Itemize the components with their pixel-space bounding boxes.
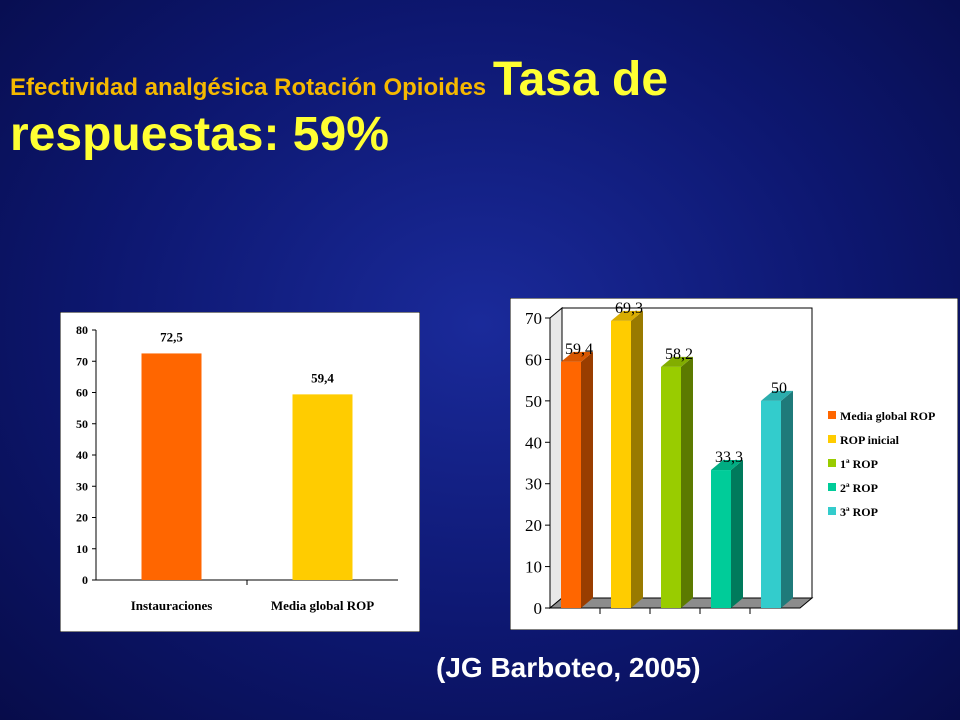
chart2-bar-top: [611, 310, 643, 321]
chart2-data-label: 50: [771, 380, 787, 397]
chart2-legend-swatch: [828, 459, 836, 467]
chart1-y-tick-label: 50: [76, 417, 88, 431]
chart2-bar-top: [711, 460, 743, 471]
chart2-bar: [561, 361, 581, 608]
chart2-legend-swatch: [828, 483, 836, 491]
chart2-bar-side: [781, 390, 793, 608]
chart2-bar: [711, 470, 731, 608]
citation: (JG Barboteo, 2005): [436, 652, 701, 683]
chart2-y-tick-label: 50: [525, 392, 542, 411]
chart2-y-tick-label: 10: [525, 558, 542, 577]
chart2-data-label: 69,3: [615, 300, 643, 317]
chart2-legend-swatch: [828, 411, 836, 419]
chart2-legend-label: Media global ROP: [840, 409, 935, 423]
chart2-bar-top: [561, 351, 593, 362]
chart2-legend-label: ROP inicial: [840, 433, 900, 447]
chart2-legend-swatch: [828, 435, 836, 443]
slide-title-small: Efectividad analgésica Rotación Opioides: [10, 74, 493, 101]
chart1-y-tick-label: 70: [76, 354, 88, 368]
chart2-data-label: 33,3: [715, 449, 743, 466]
chart1-y-tick-label: 20: [76, 511, 88, 525]
rop-3d-bar-chart: 0 10 20 30 40 50 60 70 59,4 69,3 58,2 33,3 50 Media g…: [510, 298, 958, 630]
chart1-category-label: Instauraciones: [131, 598, 213, 613]
chart2-bar: [761, 400, 781, 608]
chart2-legend-label: 2ª ROP: [840, 481, 878, 495]
chart2-y-tick-label: 60: [525, 350, 542, 369]
chart1-bar: [141, 353, 202, 580]
instauraciones-bar-chart: 0 10 20 30 40 50 60 70 80 72,5 Instauraciones 59,4 M…: [60, 312, 420, 632]
chart2-y-tick-label: 40: [525, 433, 542, 452]
chart1-data-label: 72,5: [160, 329, 183, 344]
chart1-category-label: Media global ROP: [271, 598, 374, 613]
slide-title: Efectividad analgésica Rotación Opioides…: [10, 52, 940, 162]
chart2-y-tick-label: 30: [525, 475, 542, 494]
chart1-y-tick-label: 0: [82, 573, 88, 587]
chart2-bar-side: [631, 310, 643, 608]
chart2-bar-top: [661, 356, 693, 367]
chart2-data-label: 59,4: [565, 341, 593, 358]
chart1-y-tick-label: 40: [76, 448, 88, 462]
chart2-y-tick-label: 70: [525, 309, 542, 328]
chart1-data-label: 59,4: [311, 370, 334, 385]
chart1-y-tick-label: 60: [76, 386, 88, 400]
chart1-bar: [292, 394, 353, 580]
chart2-data-label: 58,2: [665, 346, 693, 363]
chart2-bar-side: [581, 351, 593, 608]
chart2-y-tick-label: 20: [525, 516, 542, 535]
chart2-bar: [661, 366, 681, 608]
chart1-background: [60, 312, 420, 632]
chart2-legend-swatch: [828, 507, 836, 515]
chart2-y-tick-label: 0: [534, 599, 543, 618]
chart1-y-tick-label: 80: [76, 323, 88, 337]
chart2-bar-side: [731, 460, 743, 608]
chart1-y-tick-label: 30: [76, 479, 88, 493]
chart2-bar-top: [761, 390, 793, 401]
chart1-y-tick-label: 10: [76, 542, 88, 556]
chart2-legend-label: 1ª ROP: [840, 457, 878, 471]
slide-title-big: Tasa de respuestas: 59%: [10, 53, 669, 162]
chart2-bar-side: [681, 356, 693, 608]
chart2-legend: [824, 404, 952, 524]
chart2-bar: [611, 320, 631, 608]
chart2-legend-label: 3ª ROP: [840, 505, 878, 519]
chart2-side-wall: [549, 306, 563, 610]
